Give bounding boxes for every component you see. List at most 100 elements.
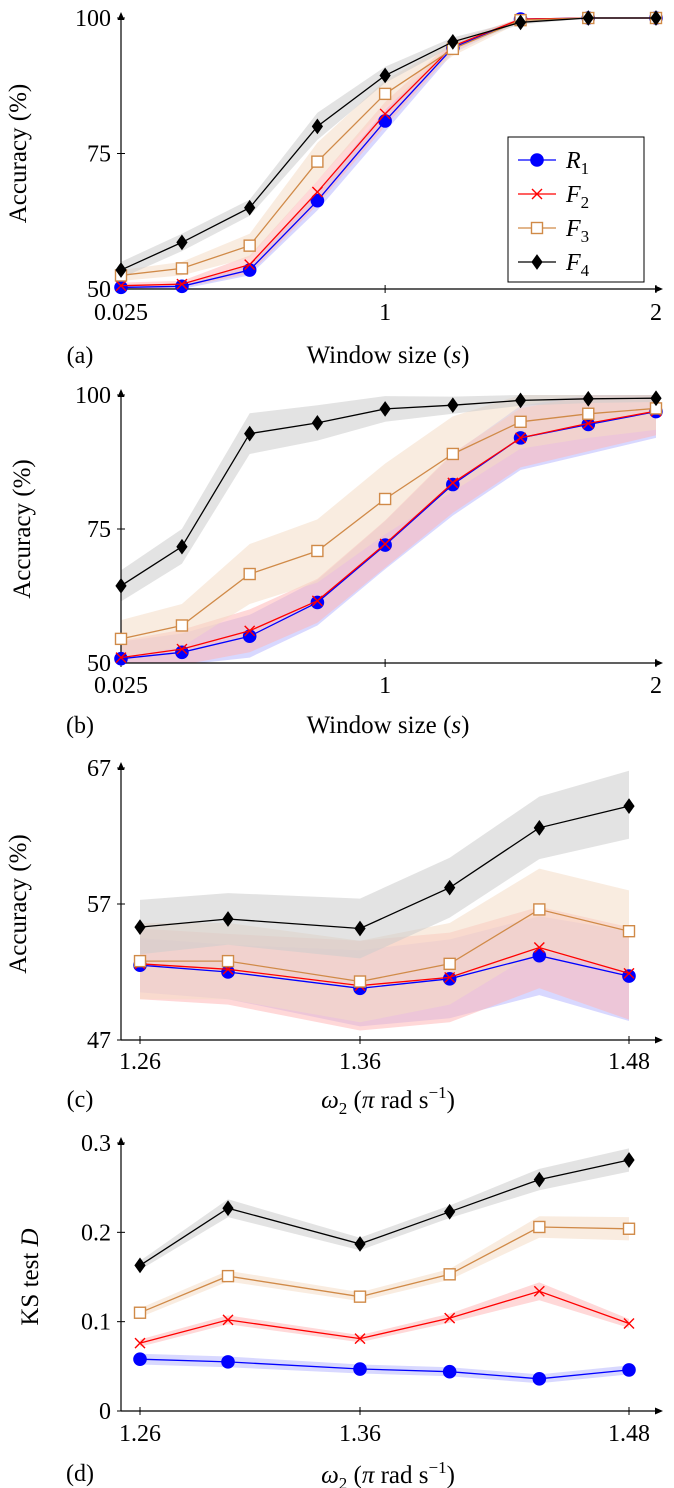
data-point-r1: [175, 279, 189, 294]
data-point-f4: [447, 33, 459, 50]
y-tick-label: 100: [75, 6, 111, 32]
x-axis-arrow: [655, 285, 663, 293]
x-axis-label: ω2 (π rad s−1): [321, 1458, 455, 1488]
data-point-f3: [311, 155, 324, 168]
x-tick-label: 1.36: [339, 1049, 381, 1075]
x-tick-label: 1.26: [119, 1049, 161, 1075]
data-point-f2: [533, 1285, 545, 1297]
data-point-f2: [176, 278, 188, 290]
data-point-f4: [222, 1200, 234, 1217]
data-point-r1: [378, 114, 392, 128]
y-tick-label: 47: [87, 1028, 111, 1054]
data-point-f3: [243, 567, 256, 581]
data-point-f4: [354, 1236, 366, 1252]
data-point-f2: [444, 1312, 456, 1324]
series-f2: [134, 1285, 635, 1349]
data-point-f4: [176, 538, 188, 555]
x-tick-label: 2: [650, 673, 662, 699]
x-tick-label: 0.025: [94, 300, 148, 326]
series-line-r1: [139, 955, 630, 989]
x-tick-label: 1: [379, 300, 391, 326]
data-point-r1: [133, 1352, 147, 1366]
panel-label: (a): [67, 343, 94, 369]
data-point-f4: [115, 577, 127, 594]
data-point-r1: [532, 1372, 547, 1386]
data-point-f3: [175, 619, 189, 632]
x-tick-label: 1.36: [339, 1421, 381, 1447]
legend-label-f3: F3: [565, 216, 589, 246]
data-point-f2: [115, 280, 127, 292]
legend-label-f2: F2: [565, 182, 589, 212]
confidence-bands: [121, 395, 656, 663]
series-f3: [133, 903, 636, 988]
confidence-bands: [140, 770, 629, 1031]
x-axis-arrow: [655, 1407, 663, 1415]
data-point-f2: [176, 643, 188, 655]
series-line-f4: [139, 1159, 630, 1266]
data-point-r1: [114, 651, 128, 666]
data-point-f2: [311, 595, 323, 607]
data-point-f3: [221, 954, 235, 968]
data-point-f3: [514, 415, 527, 428]
data-point-f2: [515, 432, 527, 444]
data-point-f3: [533, 903, 546, 916]
y-tick-label: 50: [87, 651, 111, 677]
data-point-f2: [533, 942, 545, 954]
panel-label: (d): [66, 1461, 94, 1487]
legend-entry-f3: F3: [518, 216, 589, 246]
series-f3: [133, 1220, 636, 1319]
x-tick-label: 1: [379, 673, 391, 699]
y-tick-label: 0.3: [81, 1131, 111, 1157]
data-point-f2: [244, 625, 256, 637]
x-axis-arrow: [655, 1036, 663, 1044]
data-point-f4: [244, 199, 256, 216]
data-point-f4: [311, 118, 324, 135]
data-point-f2: [582, 417, 594, 429]
series-line-f2: [139, 946, 630, 987]
x-axis-label: Window size (s): [307, 712, 470, 739]
legend-entry-f4: F4: [518, 250, 590, 280]
confidence-bands: [140, 1148, 629, 1384]
y-axis-label: Accuracy (%): [5, 84, 32, 224]
data-point-f4: [354, 920, 366, 937]
x-tick-label: 1.48: [608, 1421, 650, 1447]
data-point-f3: [378, 492, 392, 506]
y-axis-label: KS test D: [17, 1228, 44, 1325]
series-f4: [134, 798, 635, 937]
data-point-f2: [444, 971, 456, 983]
series-line-f3: [140, 908, 630, 983]
x-axis-label: Window size (s): [307, 342, 470, 369]
data-point-f4: [582, 390, 594, 407]
chart-panel-c: 47 57 67 1.26 1.36 1.48 ω2 (π rad s−1) Accuracy…: [5, 756, 663, 1118]
data-point-f4: [134, 1257, 146, 1274]
data-point-f3: [533, 1220, 546, 1234]
data-point-f2: [134, 1337, 146, 1349]
data-point-f3: [582, 407, 595, 420]
y-tick-label: 0.1: [81, 1310, 111, 1336]
legend-label-r1: R1: [565, 148, 589, 178]
data-point-f4: [444, 879, 456, 896]
band-f4: [140, 770, 629, 959]
data-point-f3: [622, 1222, 636, 1235]
panel-label: (b): [66, 713, 94, 739]
series-line-f2: [139, 1290, 630, 1344]
legend: R1 F2 F3 F4: [507, 136, 645, 283]
chart-panel-b: 50 75 100 0.025 1 2 Window size (s) Accuracy (%…: [9, 383, 663, 739]
data-point-f4: [533, 819, 545, 836]
data-point-f4: [623, 798, 635, 814]
data-point-f4: [444, 1203, 456, 1220]
data-point-f4: [514, 14, 527, 31]
legend-marker-f3: [530, 221, 544, 235]
y-axis-arrow: [117, 389, 125, 397]
data-point-r1: [353, 1362, 367, 1376]
data-point-f4: [514, 392, 527, 409]
data-point-f3: [353, 975, 367, 988]
data-point-f4: [379, 67, 391, 84]
y-tick-label: 0.2: [81, 1220, 111, 1246]
data-point-f2: [379, 108, 391, 120]
y-axis-arrow: [117, 1137, 125, 1145]
data-point-f3: [133, 954, 147, 968]
data-point-f4: [533, 1171, 545, 1188]
data-point-f3: [443, 1268, 456, 1281]
